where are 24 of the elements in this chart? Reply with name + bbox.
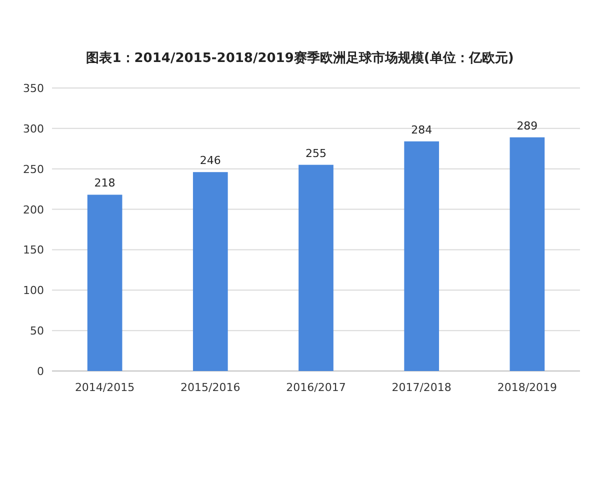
bar [298,164,334,371]
chart-title: 图表1：2014/2015-2018/2019赛季欧洲足球市场规模(单位：亿欧元) [86,50,514,66]
data-label: 289 [516,119,538,132]
bar [510,137,545,371]
y-tick-label: 0 [37,365,44,378]
y-tick-label: 300 [23,122,44,136]
y-tick-label: 250 [23,162,44,176]
y-tick-label: 350 [23,82,44,95]
data-label: 255 [306,146,326,160]
data-label: 284 [411,123,432,136]
x-tick-label: 2015/2016 [180,381,240,394]
x-tick-label: 2014/2015 [74,381,135,394]
bar [192,172,228,371]
bar [404,141,440,371]
y-tick-label: 100 [23,284,44,298]
y-tick-label: 50 [30,324,44,338]
data-label: 246 [200,154,221,168]
data-label: 218 [94,176,116,190]
x-tick-label: 2018/2019 [497,381,558,394]
y-tick-label: 150 [23,244,44,257]
x-tick-label: 2016/2017 [286,381,346,394]
bar [87,194,122,371]
x-tick-label: 2017/2018 [392,381,452,394]
y-tick-label: 200 [23,203,44,216]
